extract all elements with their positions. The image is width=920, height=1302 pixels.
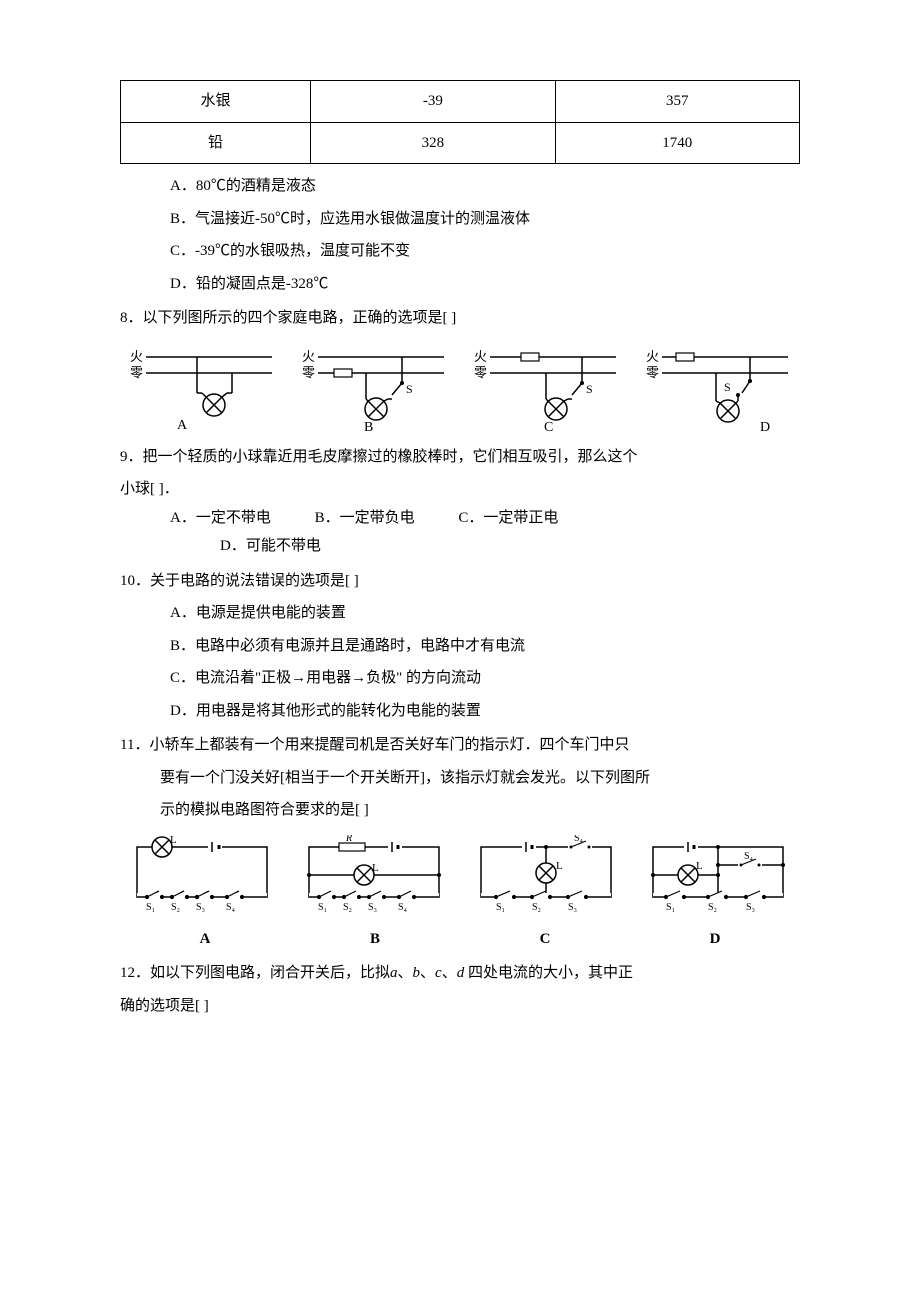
q11-line3: 示的模拟电路图符合要求的是[ ]: [120, 796, 800, 825]
label-a: A: [120, 925, 290, 954]
svg-text:火: 火: [474, 349, 487, 364]
table-row: 铅 328 1740: [121, 122, 800, 164]
svg-text:S₂: S₂: [532, 902, 541, 913]
q9-line1: 9．把一个轻质的小球靠近用毛皮摩擦过的橡胶棒时，它们相互吸引，那么这个: [120, 443, 800, 472]
circuit-diagram-d: 火 零 S D: [636, 343, 800, 433]
svg-text:S₄: S₄: [744, 851, 754, 862]
svg-text:L: L: [696, 860, 703, 872]
svg-text:S₁: S₁: [146, 902, 155, 913]
svg-text:R: R: [345, 835, 352, 844]
table-row: 水银 -39 357: [121, 81, 800, 123]
q12-text-1: 12．如以下列图电路，闭合开关后，比拟a、b、c、d 四处电流的大小，其中正: [120, 965, 633, 981]
q8-text: 8．以下列图所示的四个家庭电路，正确的选项是[ ]: [120, 304, 800, 333]
svg-text:L: L: [372, 862, 379, 874]
svg-text:零: 零: [302, 365, 315, 380]
svg-text:S₂: S₂: [708, 902, 717, 913]
q10-option-a: A．电源是提供电能的装置: [120, 599, 800, 628]
cell-name: 水银: [121, 81, 311, 123]
svg-text:L: L: [556, 860, 563, 872]
svg-text:S₂: S₂: [343, 902, 352, 913]
q12-line1: 12．如以下列图电路，闭合开关后，比拟a、b、c、d 四处电流的大小，其中正: [120, 959, 800, 988]
svg-text:S₁: S₁: [318, 902, 327, 913]
svg-text:S₁: S₁: [666, 902, 675, 913]
q11-line2: 要有一个门没关好[相当于一个开关断开]，该指示灯就会发光。以下列图所: [120, 764, 800, 793]
circuit-diagram-b: 火 零 S B: [292, 343, 456, 433]
q8-diagrams: 火 零 A 火 零 S: [120, 343, 800, 433]
circuit-diagram-q11-c: S₄ L S₁ S₂ S₃: [464, 835, 628, 915]
q11-labels: A B C D: [120, 925, 800, 954]
svg-text:S₃: S₃: [746, 902, 755, 913]
svg-text:火: 火: [302, 349, 315, 364]
svg-text:S₃: S₃: [368, 902, 377, 913]
svg-text:火: 火: [646, 349, 659, 364]
svg-text:S: S: [406, 382, 413, 396]
svg-text:S₄: S₄: [574, 835, 584, 844]
svg-text:零: 零: [474, 365, 487, 380]
circuit-diagram-q11-b: R L S₁ S₂ S₃ S₄: [292, 835, 456, 915]
label-c: C: [460, 925, 630, 954]
q12-line2: 确的选项是[ ]: [120, 992, 800, 1021]
svg-text:D: D: [760, 420, 770, 433]
q7-option-d: D．铅的凝固点是-328℃: [120, 270, 800, 299]
q9-option-b: B．一定带负电: [315, 504, 415, 533]
zero-label: 零: [130, 365, 143, 380]
q9-line2: 小球[ ]．: [120, 475, 800, 504]
cell-mp: -39: [311, 81, 555, 123]
cell-bp: 357: [555, 81, 799, 123]
svg-text:零: 零: [646, 365, 659, 380]
svg-text:S₄: S₄: [226, 902, 236, 913]
svg-text:A: A: [177, 418, 188, 433]
q10-option-c: C．电流沿着"正极→用电器→负极" 的方向流动: [120, 664, 800, 693]
q7-option-c: C．-39℃的水银吸热，温度可能不变: [120, 237, 800, 266]
svg-text:C: C: [544, 420, 553, 433]
q10-option-d: D．用电器是将其他形式的能转化为电能的装置: [120, 697, 800, 726]
circuit-diagram-a: 火 零 A: [120, 343, 284, 433]
svg-text:S₃: S₃: [196, 902, 205, 913]
circuit-diagram-q11-d: L S₄ S₁ S₂ S₃: [636, 835, 800, 915]
svg-text:L: L: [170, 835, 177, 846]
q9-option-a: A．一定不带电: [170, 504, 271, 533]
cell-name: 铅: [121, 122, 311, 164]
q7-option-a: A．80℃的酒精是液态: [120, 172, 800, 201]
svg-text:S₄: S₄: [398, 902, 408, 913]
q11-line1: 11．小轿车上都装有一个用来提醒司机是否关好车门的指示灯．四个车门中只: [120, 731, 800, 760]
svg-text:S: S: [724, 380, 731, 394]
label-d: D: [630, 925, 800, 954]
q10-option-b: B．电路中必须有电源并且是通路时，电路中才有电流: [120, 632, 800, 661]
fire-label: 火: [130, 349, 143, 364]
svg-text:S: S: [586, 382, 593, 396]
svg-text:B: B: [364, 420, 373, 433]
q7-option-b: B．气温接近-50℃时，应选用水银做温度计的测温液体: [120, 205, 800, 234]
circuit-diagram-c: 火 零 S C: [464, 343, 628, 433]
svg-text:S₂: S₂: [171, 902, 180, 913]
q11-diagrams: L S₁: [120, 835, 800, 915]
label-b: B: [290, 925, 460, 954]
q9-options-row1: A．一定不带电 B．一定带负电 C．一定带正电: [120, 504, 800, 533]
svg-text:S₁: S₁: [496, 902, 505, 913]
circuit-diagram-q11-a: L S₁: [120, 835, 284, 915]
q9-options-row2: D．可能不带电: [120, 532, 800, 561]
cell-bp: 1740: [555, 122, 799, 164]
cell-mp: 328: [311, 122, 555, 164]
q9-option-d: D．可能不带电: [220, 532, 321, 561]
svg-text:S₃: S₃: [568, 902, 577, 913]
q10-text: 10．关于电路的说法错误的选项是[ ]: [120, 567, 800, 596]
q9-option-c: C．一定带正电: [458, 504, 558, 533]
material-properties-table: 水银 -39 357 铅 328 1740: [120, 80, 800, 164]
